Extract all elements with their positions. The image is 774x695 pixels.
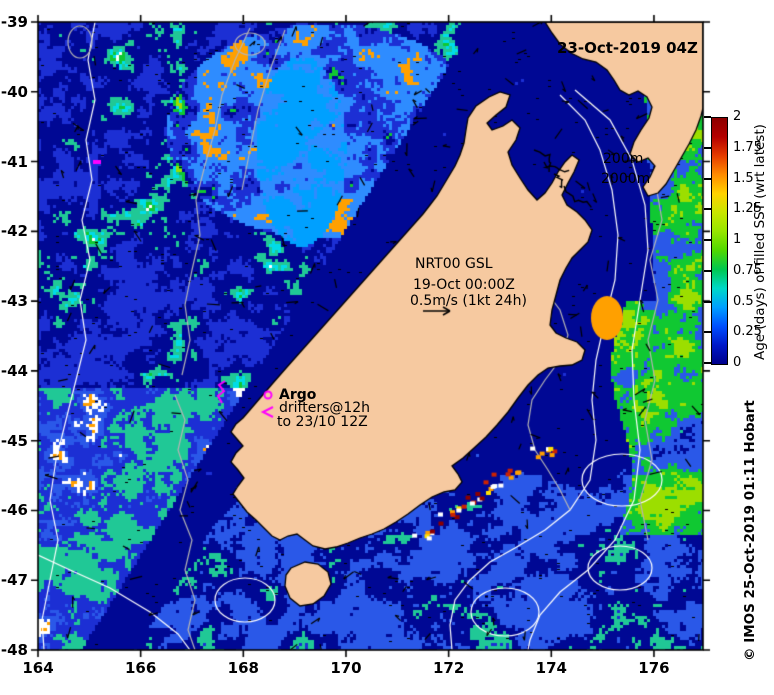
y-tick-label: -41 bbox=[0, 152, 28, 171]
x-tick-label: 176 bbox=[638, 659, 670, 677]
x-tick-label: 164 bbox=[22, 659, 54, 677]
colorbar-tick-label: 1.75 bbox=[733, 139, 762, 155]
colorbar-tick-label: 0.75 bbox=[733, 262, 762, 278]
colorbar-tick-mark bbox=[704, 239, 711, 241]
colorbar-tick-label: 1.5 bbox=[733, 170, 754, 186]
argo-label: Argo bbox=[279, 387, 317, 403]
y-tick-label: -46 bbox=[0, 501, 28, 520]
y-tick-label: -43 bbox=[0, 292, 28, 311]
depth-200m-label: 200m bbox=[603, 151, 644, 167]
date-stamp: 23-Oct-2019 04Z bbox=[557, 39, 698, 57]
y-tick-label: -42 bbox=[0, 222, 28, 241]
y-tick-label: -47 bbox=[0, 571, 28, 590]
x-tick-label: 172 bbox=[432, 659, 465, 677]
colorbar-tick-label: 0.5 bbox=[733, 293, 754, 309]
colorbar-tick-mark bbox=[704, 331, 711, 334]
colorbar-tick-label: 1 bbox=[733, 232, 742, 247]
colorbar-tick-mark bbox=[704, 116, 711, 118]
x-tick-label: 170 bbox=[330, 659, 362, 677]
colorbar-tick-mark bbox=[704, 300, 711, 303]
x-tick-label: 168 bbox=[227, 659, 259, 677]
colorbar-tick-label: 2 bbox=[733, 109, 742, 124]
colorbar-tick-label: 0 bbox=[733, 355, 742, 370]
x-tick-label: 174 bbox=[535, 659, 567, 677]
model-annotation-line3: 0.5m/s (1kt 24h) bbox=[410, 293, 527, 309]
colorbar-tick-label: 1.25 bbox=[733, 201, 762, 217]
credit-text: © IMOS 25-Oct-2019 01:11 Hobart bbox=[742, 400, 758, 661]
x-tick-label: 166 bbox=[125, 659, 157, 677]
model-annotation-line2: 19-Oct 00:00Z bbox=[413, 277, 515, 293]
drifters-until-label: to 23/10 12Z bbox=[277, 414, 368, 430]
y-tick-label: -44 bbox=[0, 361, 28, 380]
colorbar-tick-mark bbox=[704, 177, 711, 180]
y-tick-label: -45 bbox=[0, 431, 28, 450]
model-annotation-line1: NRT00 GSL bbox=[415, 256, 493, 272]
colorbar-tick-label: 0.25 bbox=[733, 324, 762, 340]
y-tick-label: -39 bbox=[0, 13, 28, 31]
colorbar-tick-mark bbox=[704, 269, 711, 272]
drifters-label: drifters@12h bbox=[279, 400, 371, 416]
colorbar-tick-mark bbox=[704, 146, 711, 149]
colorbar-title: Age (days) of filled SST (wrt latest) bbox=[752, 124, 768, 360]
colorbar bbox=[711, 117, 728, 365]
depth-2000m-label: 2000m bbox=[601, 171, 651, 187]
y-tick-label: -40 bbox=[0, 82, 28, 101]
colorbar-tick-mark bbox=[704, 362, 711, 364]
y-tick-label: -48 bbox=[0, 641, 28, 660]
colorbar-tick-mark bbox=[704, 208, 711, 211]
